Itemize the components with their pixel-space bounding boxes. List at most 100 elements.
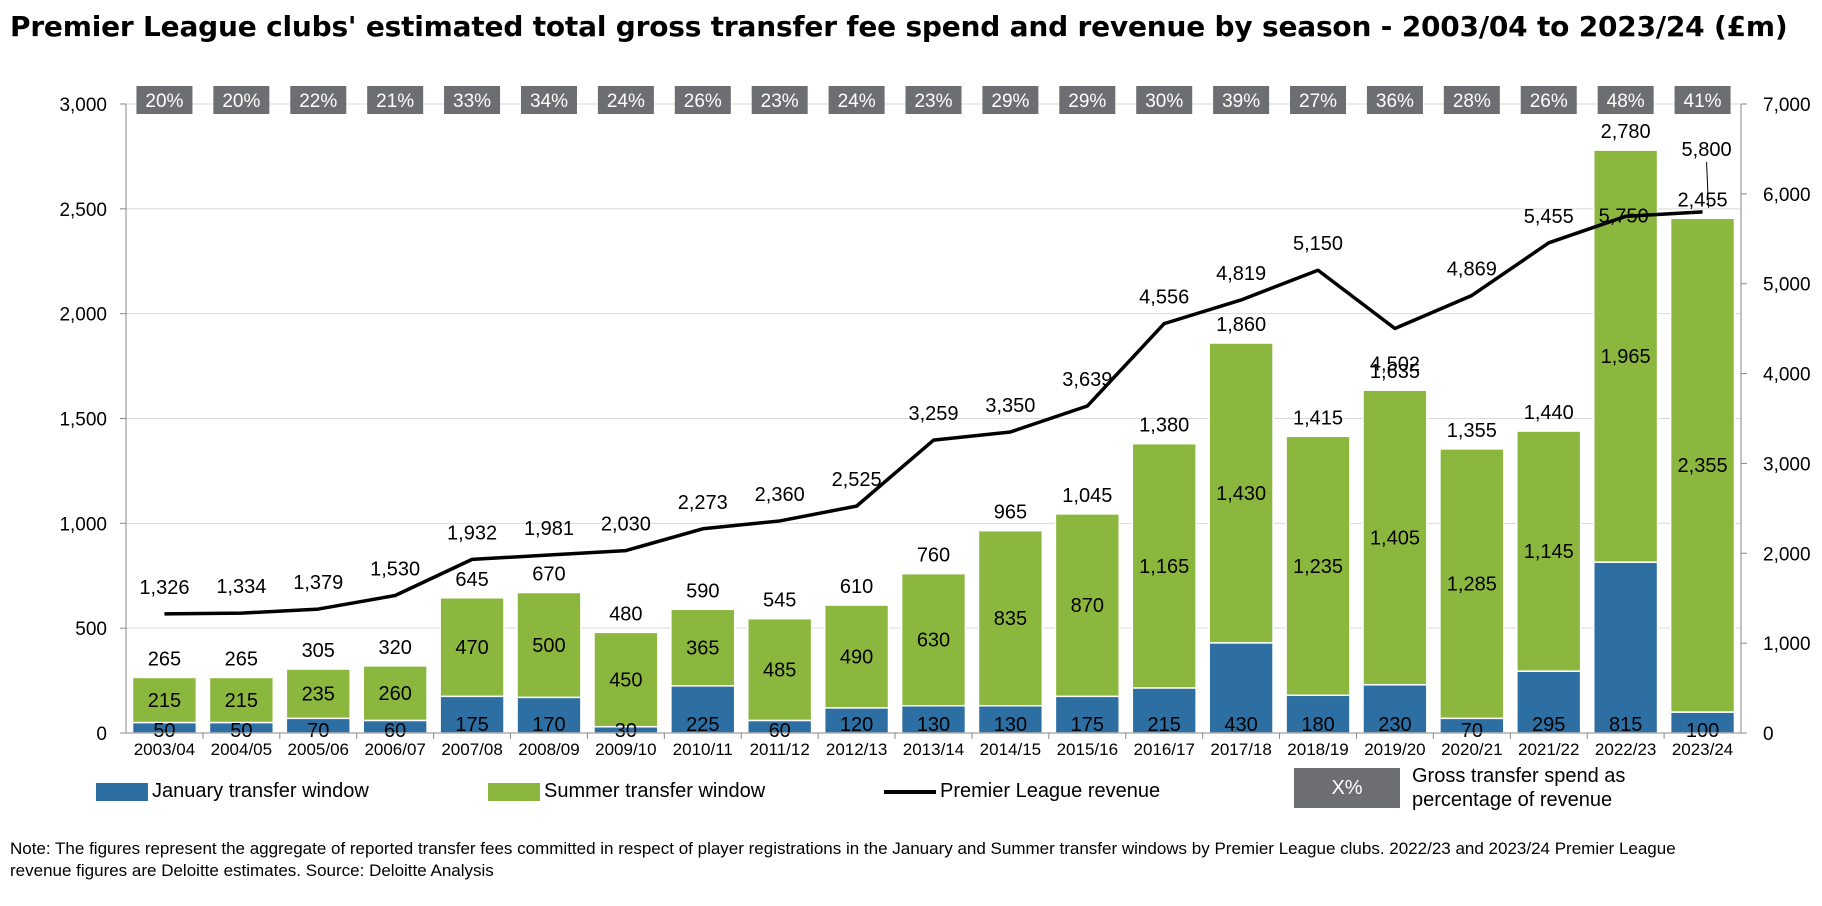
legend-label-revenue: Premier League revenue xyxy=(940,780,1161,802)
x-tick-label: 2020/21 xyxy=(1441,740,1502,759)
legend-item-revenue: Premier League revenue xyxy=(884,780,1160,803)
chart-title: Premier League clubs' estimated total gr… xyxy=(10,10,1788,43)
x-tick-label: 2007/08 xyxy=(441,740,502,759)
data-label-summer: 365 xyxy=(686,638,719,660)
y-tick-label-left: 1,000 xyxy=(59,514,107,535)
data-label-total: 1,045 xyxy=(1062,485,1112,507)
data-label-total: 265 xyxy=(225,648,258,670)
percent-badge-label: 21% xyxy=(376,91,414,112)
legend-label-january: January transfer window xyxy=(152,780,369,802)
percent-badge xyxy=(1366,86,1423,114)
bar-summer xyxy=(131,676,198,724)
percent-badge-label: 29% xyxy=(1068,91,1106,112)
percent-badge xyxy=(213,86,270,114)
data-label-total: 480 xyxy=(609,603,642,625)
x-tick-label: 2003/04 xyxy=(134,740,195,759)
line-layer xyxy=(164,210,1703,616)
percent-badge xyxy=(1520,86,1577,114)
data-label-total: 645 xyxy=(455,569,488,591)
percent-badge-label: 24% xyxy=(838,91,876,112)
legend-line-revenue xyxy=(884,789,936,794)
x-tick-label: 2022/23 xyxy=(1595,740,1656,759)
percent-badge-label: 22% xyxy=(299,91,337,112)
data-label-january: 170 xyxy=(532,714,565,736)
data-label-revenue: 3,350 xyxy=(985,395,1035,417)
y-tick-label-left: 500 xyxy=(75,619,107,640)
data-label-revenue: 5,750 xyxy=(1599,205,1649,227)
percent-badge-label: 29% xyxy=(991,91,1029,112)
data-label-january: 70 xyxy=(307,720,329,742)
data-label-summer: 450 xyxy=(609,670,642,692)
label-layer: 50 215 265 20% 50 215 265 20% 70 235 305 22% 60 260 32… xyxy=(136,86,1732,742)
percent-badge xyxy=(828,86,885,114)
y-tick-label-right: 6,000 xyxy=(1763,185,1811,206)
percent-badge xyxy=(905,86,962,114)
x-tick-label: 2015/16 xyxy=(1057,740,1118,759)
bar-january xyxy=(1592,561,1659,734)
axis-layer: 0 500 1,000 1,500 2,000 2,500 3,000 0 1,000 2,000… xyxy=(59,95,1810,759)
percent-badge xyxy=(1443,86,1500,114)
data-label-summer: 235 xyxy=(302,684,335,706)
bar-summer xyxy=(1516,430,1582,672)
percent-badge-label: 20% xyxy=(222,91,260,112)
bar-layer xyxy=(131,149,1736,734)
data-label-january: 175 xyxy=(1071,714,1104,736)
data-label-revenue: 5,150 xyxy=(1293,233,1343,255)
data-label-january: 230 xyxy=(1378,714,1411,736)
percent-badge-label: 34% xyxy=(530,91,568,112)
percent-badge xyxy=(1290,86,1347,114)
data-label-revenue: 4,556 xyxy=(1139,287,1189,309)
data-label-total: 305 xyxy=(302,640,335,662)
percent-badge-label: 41% xyxy=(1684,91,1722,112)
data-label-total: 670 xyxy=(532,564,565,586)
legend: January transfer window Summer transfer … xyxy=(0,764,1822,824)
percent-badge xyxy=(1136,86,1193,114)
x-tick-label: 2011/12 xyxy=(750,740,810,759)
bar-summer xyxy=(1669,217,1736,713)
bar-summer xyxy=(1439,448,1505,720)
percent-badge-label: 27% xyxy=(1299,91,1337,112)
bar-january xyxy=(1285,694,1351,734)
bar-summer xyxy=(1362,389,1428,686)
revenue-line xyxy=(164,210,1703,616)
revenue-label-leader xyxy=(1706,161,1710,208)
bar-january xyxy=(823,707,890,734)
x-tick-label: 2013/14 xyxy=(903,740,964,759)
data-label-total: 1,635 xyxy=(1370,361,1420,383)
y-tick-label-left: 2,000 xyxy=(59,305,107,326)
data-label-january: 50 xyxy=(230,720,252,742)
y-tick-label-right: 4,000 xyxy=(1763,365,1811,386)
legend-item-percent: X% Gross transfer spend as percentage of… xyxy=(1294,764,1672,812)
bar-summer xyxy=(900,572,967,707)
data-label-revenue: 1,932 xyxy=(447,522,497,544)
data-label-summer: 485 xyxy=(763,660,796,682)
data-label-january: 50 xyxy=(153,720,175,742)
bar-summer xyxy=(439,597,505,698)
x-tick-label: 2012/13 xyxy=(826,740,887,759)
x-tick-label: 2016/17 xyxy=(1133,740,1194,759)
percent-badge xyxy=(674,86,731,114)
data-label-january: 60 xyxy=(384,720,406,742)
x-tick-label: 2006/07 xyxy=(364,740,425,759)
data-label-total: 760 xyxy=(917,545,950,567)
data-label-revenue: 4,819 xyxy=(1216,263,1266,285)
percent-badge-label: 36% xyxy=(1376,91,1414,112)
y-tick-label-left: 2,500 xyxy=(59,200,107,221)
data-label-january: 60 xyxy=(769,720,791,742)
bar-summer xyxy=(977,529,1044,707)
data-label-total: 1,415 xyxy=(1293,407,1343,429)
data-label-revenue: 2,360 xyxy=(755,484,805,506)
data-label-january: 180 xyxy=(1301,714,1334,736)
percent-badge xyxy=(136,86,193,114)
percent-badge xyxy=(1213,86,1270,114)
percent-badge-label: 28% xyxy=(1453,91,1491,112)
data-label-revenue: 1,326 xyxy=(139,577,189,599)
bar-summer xyxy=(285,668,351,720)
data-label-revenue: 1,379 xyxy=(293,572,343,594)
bar-summer xyxy=(362,665,428,722)
y-tick-label-left: 1,500 xyxy=(59,410,107,431)
x-tick-label: 2017/18 xyxy=(1210,740,1271,759)
legend-label-summer: Summer transfer window xyxy=(544,780,766,802)
data-label-january: 100 xyxy=(1686,720,1719,742)
